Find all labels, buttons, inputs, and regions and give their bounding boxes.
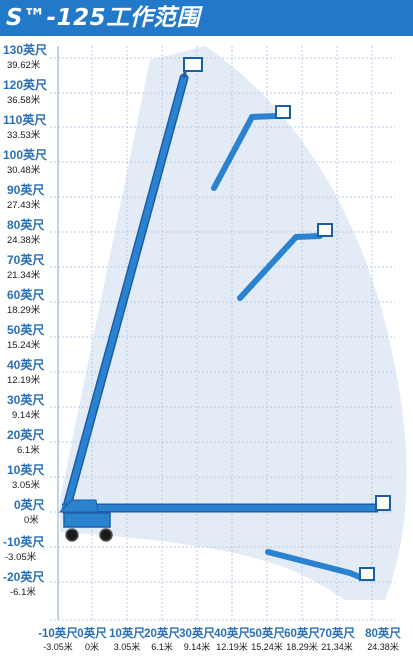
boom-horizontal-reach [62, 495, 391, 513]
y-label-m: 24.38米 [7, 234, 41, 246]
y-label-m: 15.24米 [7, 339, 41, 351]
horizontal-gridlines [50, 57, 395, 621]
machine-chassis [58, 499, 113, 542]
title-bar: S™-125工作范围 [0, 0, 413, 36]
x-label-m: 24.38米 [367, 641, 399, 652]
platform-basket-horizontal [375, 495, 391, 511]
y-label-m: 33.53米 [7, 129, 41, 141]
x-label-m: 0米 [85, 641, 99, 652]
y-label-ft: 30英尺 [7, 392, 44, 407]
y-label-m: 18.29米 [7, 304, 41, 316]
y-label-m: 27.43米 [7, 199, 41, 211]
x-label-ft: 80英尺 [365, 626, 401, 640]
y-label-m: -3.05米 [5, 551, 37, 563]
boom-max-height [61, 57, 203, 515]
x-label-ft: 60英尺 [284, 626, 320, 640]
x-label-ft: 50英尺 [249, 626, 285, 640]
boom-below-grade [265, 549, 375, 581]
x-axis-labels: -10英尺 -3.05米 0英尺 0米 10英尺 3.05米 20英尺 6.1米… [38, 626, 401, 652]
x-label-m: 6.1米 [151, 641, 173, 652]
x-label-ft: 30英尺 [179, 626, 215, 640]
x-label-m: -3.05米 [43, 641, 73, 652]
x-label-ft: 40英尺 [214, 626, 250, 640]
y-label-m: 39.62米 [7, 59, 41, 71]
y-label-ft: -10英尺 [3, 534, 44, 549]
y-label-ft: 0英尺 [14, 497, 45, 512]
x-label-m: 21.34米 [321, 641, 353, 652]
y-label-m: 9.14米 [12, 409, 40, 421]
platform-basket-top [183, 57, 203, 72]
y-label-ft: 10英尺 [7, 462, 44, 477]
y-axis-labels: 130英尺 39.62米 120英尺 36.58米 110英尺 33.53米 1… [3, 42, 47, 598]
y-label-ft: 120英尺 [3, 77, 47, 92]
x-label-m: 3.05米 [114, 641, 141, 652]
y-label-ft: 100英尺 [3, 147, 47, 162]
y-label-m: -6.1米 [10, 586, 36, 598]
x-label-ft: -10英尺 [38, 626, 78, 640]
rear-wheel [65, 528, 79, 542]
x-label-ft: 20英尺 [144, 626, 180, 640]
x-label-ft: 70英尺 [319, 626, 355, 640]
front-wheel [99, 528, 113, 542]
x-label-m: 9.14米 [184, 641, 211, 652]
y-label-ft: -20英尺 [3, 569, 44, 584]
y-label-m: 30.48米 [7, 164, 41, 176]
y-label-m: 21.34米 [7, 269, 41, 281]
boom-middle-right [237, 223, 333, 301]
x-label-m: 18.29米 [286, 641, 318, 652]
x-label-ft: 0英尺 [77, 626, 107, 640]
y-label-ft: 110英尺 [3, 112, 46, 127]
page-title: S™-125工作范围 [6, 5, 201, 31]
x-label-m: 15.24米 [251, 641, 283, 652]
y-label-ft: 60英尺 [7, 287, 44, 302]
x-label-m: 12.19米 [216, 641, 248, 652]
y-label-ft: 50英尺 [7, 322, 44, 337]
y-label-m: 36.58米 [7, 94, 41, 106]
y-label-m: 0米 [24, 514, 39, 526]
y-label-ft: 90英尺 [7, 182, 44, 197]
work-envelope [60, 46, 407, 600]
y-label-ft: 130英尺 [3, 42, 47, 57]
y-label-m: 6.1米 [17, 444, 40, 456]
y-label-ft: 80英尺 [7, 217, 44, 232]
y-label-m: 12.19米 [7, 374, 41, 386]
boom-upper-right [211, 105, 291, 191]
x-label-ft: 10英尺 [109, 626, 145, 640]
y-label-ft: 70英尺 [7, 252, 44, 267]
y-label-ft: 20英尺 [7, 427, 44, 442]
y-label-m: 3.05米 [12, 479, 40, 491]
y-label-ft: 40英尺 [7, 357, 44, 372]
